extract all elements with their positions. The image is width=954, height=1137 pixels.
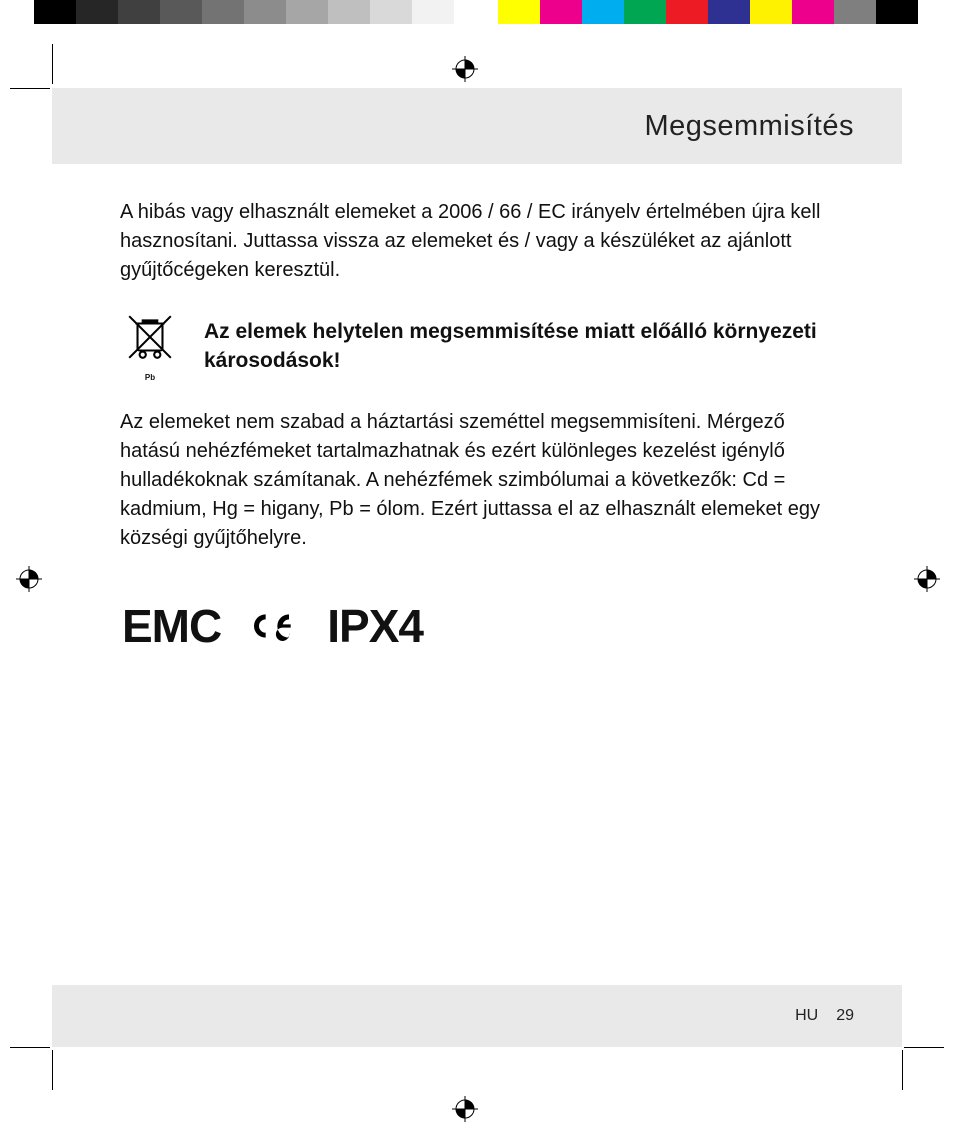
color-swatch	[202, 0, 244, 24]
color-swatch	[76, 0, 118, 24]
registration-mark-right	[912, 564, 942, 594]
page: Megsemmisítés A hibás vagy elhasznált el…	[52, 88, 902, 660]
header-band: Megsemmisítés	[52, 88, 902, 164]
color-swatch	[708, 0, 750, 24]
certification-row: EMC IPX4	[120, 593, 834, 660]
color-swatch	[582, 0, 624, 24]
color-swatch	[540, 0, 582, 24]
paragraph-2: Az elemeket nem szabad a háztartási szem…	[120, 408, 834, 553]
crossed-bin-icon: Pb	[120, 311, 180, 382]
color-swatch	[834, 0, 876, 24]
colorbar-gap	[454, 0, 498, 24]
footer-page: 29	[836, 1007, 854, 1025]
color-swatch	[666, 0, 708, 24]
page-title: Megsemmisítés	[644, 110, 854, 143]
crop-tick	[904, 1047, 944, 1048]
footer-lang: HU	[795, 1007, 818, 1025]
paragraph-1: A hibás vagy elhasznált elemeket a 2006 …	[120, 198, 834, 285]
color-swatch	[750, 0, 792, 24]
crop-tick	[52, 44, 53, 84]
crop-tick	[902, 1050, 903, 1090]
warning-row: Pb Az elemek helytelen megsemmisítése mi…	[120, 311, 834, 382]
color-swatch	[498, 0, 540, 24]
color-swatch	[244, 0, 286, 24]
color-swatch	[624, 0, 666, 24]
registration-mark-bottom	[450, 1094, 480, 1124]
emc-mark: EMC	[122, 593, 221, 660]
color-swatch	[412, 0, 454, 24]
ce-mark-icon	[249, 606, 299, 646]
color-swatch	[876, 0, 918, 24]
footer-band: HU 29	[52, 985, 902, 1047]
body: A hibás vagy elhasznált elemeket a 2006 …	[52, 164, 902, 660]
color-swatch	[160, 0, 202, 24]
crop-tick	[52, 1050, 53, 1090]
color-swatch	[286, 0, 328, 24]
crop-tick	[10, 1047, 50, 1048]
color-swatch	[792, 0, 834, 24]
color-calibration-bar	[34, 0, 920, 24]
color-swatch	[328, 0, 370, 24]
ipx4-mark: IPX4	[327, 593, 423, 660]
registration-mark-left	[14, 564, 44, 594]
registration-mark-top	[450, 54, 480, 84]
warning-text: Az elemek helytelen megsemmisítése miatt…	[204, 318, 834, 375]
bin-icon-label: Pb	[120, 374, 180, 382]
color-swatch	[370, 0, 412, 24]
color-swatch	[34, 0, 76, 24]
crop-tick	[10, 88, 50, 89]
color-swatch	[118, 0, 160, 24]
